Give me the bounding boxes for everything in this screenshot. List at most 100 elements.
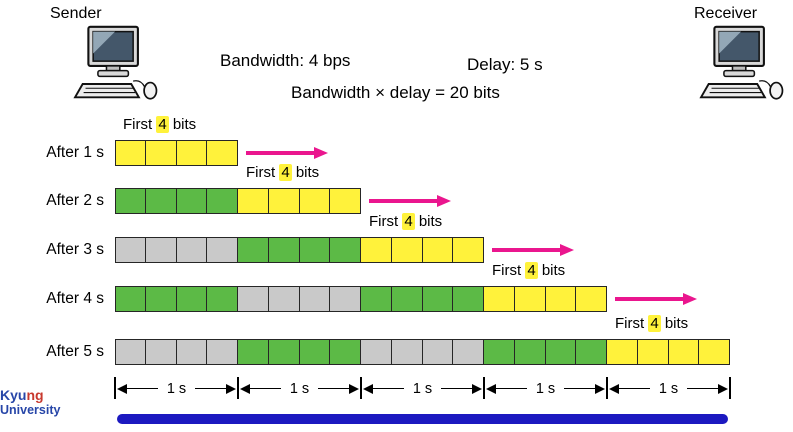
first-bits-count: 4 bbox=[402, 213, 415, 230]
bit-cell bbox=[391, 339, 423, 365]
bit-cell bbox=[176, 188, 208, 214]
timeline-segment-label: 1 s bbox=[412, 380, 433, 397]
bit-cell bbox=[484, 339, 515, 365]
bit-cell bbox=[607, 339, 638, 365]
arrowhead-right-icon bbox=[718, 383, 728, 394]
university-watermark: Kyung University bbox=[0, 387, 60, 417]
bit-cell bbox=[238, 188, 269, 214]
bit-cell bbox=[545, 339, 577, 365]
timeline-segment: 1 s bbox=[363, 380, 482, 397]
first-bits-text: bits bbox=[168, 116, 197, 133]
bit-cell bbox=[145, 286, 177, 312]
bit-cell bbox=[115, 237, 146, 263]
bit-cell bbox=[176, 237, 208, 263]
row-label: After 5 s bbox=[46, 343, 104, 360]
row-label: After 1 s bbox=[46, 144, 104, 161]
first-bits-label: First 4 bits bbox=[123, 116, 196, 133]
bit-cell bbox=[422, 237, 454, 263]
row-label: After 2 s bbox=[46, 192, 104, 209]
arrowhead-left-icon bbox=[117, 383, 127, 394]
first-bits-text: First bbox=[123, 116, 157, 133]
timeline-tick bbox=[360, 377, 362, 399]
bit-cell bbox=[145, 339, 177, 365]
first-bits-count: 4 bbox=[156, 116, 169, 133]
flow-arrow-icon bbox=[246, 147, 328, 159]
flow-arrow-icon bbox=[615, 293, 697, 305]
flow-arrow-icon bbox=[492, 244, 574, 256]
bit-cell bbox=[576, 339, 607, 365]
bit-cell bbox=[299, 339, 331, 365]
bit-cell bbox=[391, 286, 423, 312]
bandwidth-text: Bandwidth: 4 bps bbox=[220, 51, 351, 70]
arrowhead-left-icon bbox=[240, 383, 250, 394]
bit-cell bbox=[545, 286, 577, 312]
bit-cell bbox=[299, 237, 331, 263]
arrowhead-left-icon bbox=[363, 383, 373, 394]
timeline-segment-label: 1 s bbox=[289, 380, 310, 397]
timeline-segment-label: 1 s bbox=[166, 380, 187, 397]
bit-cell bbox=[115, 140, 146, 166]
timeline-tick bbox=[114, 377, 116, 399]
bandwidth-delay-product-text: Bandwidth × delay = 20 bits bbox=[291, 83, 500, 102]
first-bits-text: bits bbox=[291, 164, 320, 181]
arrowhead-right-icon bbox=[472, 383, 482, 394]
bit-cell bbox=[238, 237, 269, 263]
bit-cell bbox=[514, 339, 546, 365]
first-bits-text: First bbox=[615, 315, 649, 332]
bit-cell bbox=[453, 286, 484, 312]
first-bits-text: First bbox=[492, 262, 526, 279]
timeline-segment-label: 1 s bbox=[658, 380, 679, 397]
sender-computer-icon bbox=[73, 25, 158, 100]
first-bits-text: bits bbox=[414, 213, 443, 230]
bit-cell bbox=[330, 286, 361, 312]
timeline-segment-label: 1 s bbox=[535, 380, 556, 397]
bit-cell bbox=[176, 140, 208, 166]
bit-cell bbox=[207, 339, 238, 365]
watermark-line1-red: ng bbox=[26, 387, 44, 403]
bit-cell bbox=[484, 286, 515, 312]
bit-cell bbox=[176, 339, 208, 365]
bit-cell bbox=[299, 188, 331, 214]
delay-text: Delay: 5 s bbox=[467, 55, 543, 74]
first-bits-label: First 4 bits bbox=[246, 164, 319, 181]
bit-cell bbox=[361, 286, 392, 312]
bit-cell bbox=[330, 237, 361, 263]
bit-cell bbox=[361, 339, 392, 365]
timeline-tick bbox=[483, 377, 485, 399]
watermark-line1-blue: Kyu bbox=[0, 387, 27, 403]
timeline-segment: 1 s bbox=[240, 380, 359, 397]
timeline-segment: 1 s bbox=[486, 380, 605, 397]
arrowhead-left-icon bbox=[486, 383, 496, 394]
bit-cell bbox=[576, 286, 607, 312]
first-bits-count: 4 bbox=[525, 262, 538, 279]
first-bits-count: 4 bbox=[279, 164, 292, 181]
arrowhead-right-icon bbox=[595, 383, 605, 394]
bit-cell bbox=[207, 188, 238, 214]
bit-cell bbox=[145, 140, 177, 166]
bit-cell bbox=[145, 237, 177, 263]
watermark-line2: University bbox=[0, 403, 61, 418]
first-bits-count: 4 bbox=[648, 315, 661, 332]
first-bits-text: First bbox=[369, 213, 403, 230]
first-bits-text: bits bbox=[660, 315, 689, 332]
bit-cell bbox=[330, 339, 361, 365]
arrowhead-right-icon bbox=[349, 383, 359, 394]
bit-cell bbox=[145, 188, 177, 214]
timeline-tick bbox=[606, 377, 608, 399]
bit-cell bbox=[668, 339, 700, 365]
bit-cell bbox=[268, 188, 300, 214]
first-bits-label: First 4 bits bbox=[369, 213, 442, 230]
timeline-segment: 1 s bbox=[609, 380, 728, 397]
bit-cell bbox=[268, 286, 300, 312]
bit-cell bbox=[268, 237, 300, 263]
flow-arrow-icon bbox=[369, 195, 451, 207]
bit-cell bbox=[238, 339, 269, 365]
bit-cell bbox=[637, 339, 669, 365]
first-bits-label: First 4 bits bbox=[492, 262, 565, 279]
timeline-tick bbox=[237, 377, 239, 399]
bit-cell bbox=[207, 286, 238, 312]
timeline-tick bbox=[729, 377, 731, 399]
bit-cell bbox=[115, 188, 146, 214]
arrowhead-left-icon bbox=[609, 383, 619, 394]
